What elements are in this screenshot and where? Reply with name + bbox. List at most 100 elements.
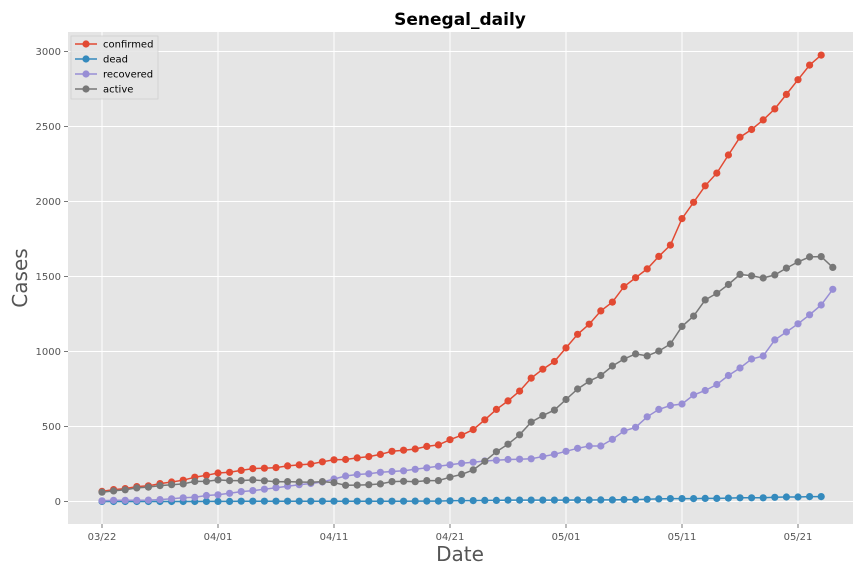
data-point-active [713,289,721,297]
data-point-confirmed [562,344,570,352]
data-point-confirmed [608,298,617,306]
data-point-dead [620,496,628,504]
data-point-dead [481,496,489,504]
data-point-dead [782,493,791,501]
legend-marker [82,55,90,63]
data-point-active [272,478,280,486]
data-point-active [492,448,500,456]
data-point-confirmed [736,133,744,141]
data-point-confirmed [481,416,489,424]
series-line-active [101,255,834,493]
data-point-confirmed [284,462,292,470]
data-point-active [237,477,245,485]
data-point-recovered [98,497,106,505]
data-point-recovered [423,464,431,472]
data-point-active [110,487,118,495]
data-point-confirmed [469,426,477,434]
data-point-dead [736,494,744,502]
data-point-recovered [690,391,698,399]
data-point-active [701,296,709,304]
data-point-confirmed [295,461,303,469]
data-point-recovered [214,491,222,499]
legend-marker [82,70,90,78]
data-point-active [469,466,477,474]
data-point-recovered [144,496,152,504]
data-point-active [736,270,744,278]
data-point-active [411,478,419,486]
data-point-dead [516,496,524,504]
data-point-dead [574,496,582,504]
data-point-active [400,477,408,485]
data-point-dead [284,497,292,505]
data-point-active [678,322,686,330]
data-point-dead [400,497,408,505]
data-point-confirmed [492,405,500,413]
data-point-confirmed [550,357,559,366]
data-point-active [585,377,593,385]
data-point-recovered [388,467,396,476]
data-point-confirmed [527,374,535,382]
data-point-active [133,484,141,492]
data-point-dead [643,495,651,503]
data-point-confirmed [376,450,384,458]
data-point-recovered [701,386,709,395]
data-point-recovered [121,496,129,504]
data-point-dead [376,497,384,505]
data-point-dead [388,497,396,505]
legend: confirmed dead recovered active [70,35,159,100]
data-point-confirmed [434,441,442,449]
data-point-recovered [782,328,791,336]
data-point-dead [713,494,721,502]
data-point-dead [539,496,547,504]
data-point-confirmed [237,466,245,474]
data-point-active [794,258,802,266]
y-tick-label: 2500 [36,122,61,133]
data-point-recovered [272,484,280,492]
legend-item-dead: dead [75,55,128,66]
data-point-dead [585,496,593,504]
data-point-active [307,478,315,486]
chart-title: Senegal_daily [394,10,526,30]
legend-label: recovered [103,70,153,81]
data-point-recovered [608,435,617,443]
data-point-dead [492,496,500,504]
data-point-active [516,431,524,439]
data-point-recovered [226,489,234,497]
data-point-recovered [817,301,825,309]
data-point-confirmed [260,464,268,472]
data-point-confirmed [318,458,326,466]
data-point-active [504,440,512,448]
data-point-active [643,352,651,360]
data-point-dead [295,497,303,505]
data-point-recovered [179,494,187,502]
data-point-confirmed [655,252,663,260]
data-point-active [249,476,257,484]
data-point-active [434,477,442,485]
y-tick-label: 3000 [36,47,61,58]
data-point-dead [724,494,733,502]
data-point-recovered [643,413,651,421]
data-point-confirmed [307,460,315,468]
data-point-dead [330,497,338,505]
y-tick-label: 2000 [36,197,61,208]
data-point-recovered [829,285,837,293]
data-point-recovered [574,444,582,452]
data-point-active [330,479,338,487]
data-point-recovered [365,470,373,478]
data-point-recovered [469,458,477,466]
data-point-recovered [156,496,164,504]
data-point-active [527,418,535,426]
data-point-recovered [632,423,640,431]
data-point-recovered [191,493,199,501]
x-tick-label: 03/22 [88,532,117,543]
data-point-confirmed [249,465,257,473]
data-point-dead [608,496,617,504]
data-point-confirmed [330,456,338,464]
data-point-confirmed [539,365,547,373]
data-point-confirmed [817,51,825,59]
data-point-dead [817,493,825,501]
legend-marker [82,40,90,48]
data-point-recovered [168,495,176,503]
data-point-recovered [260,485,268,493]
